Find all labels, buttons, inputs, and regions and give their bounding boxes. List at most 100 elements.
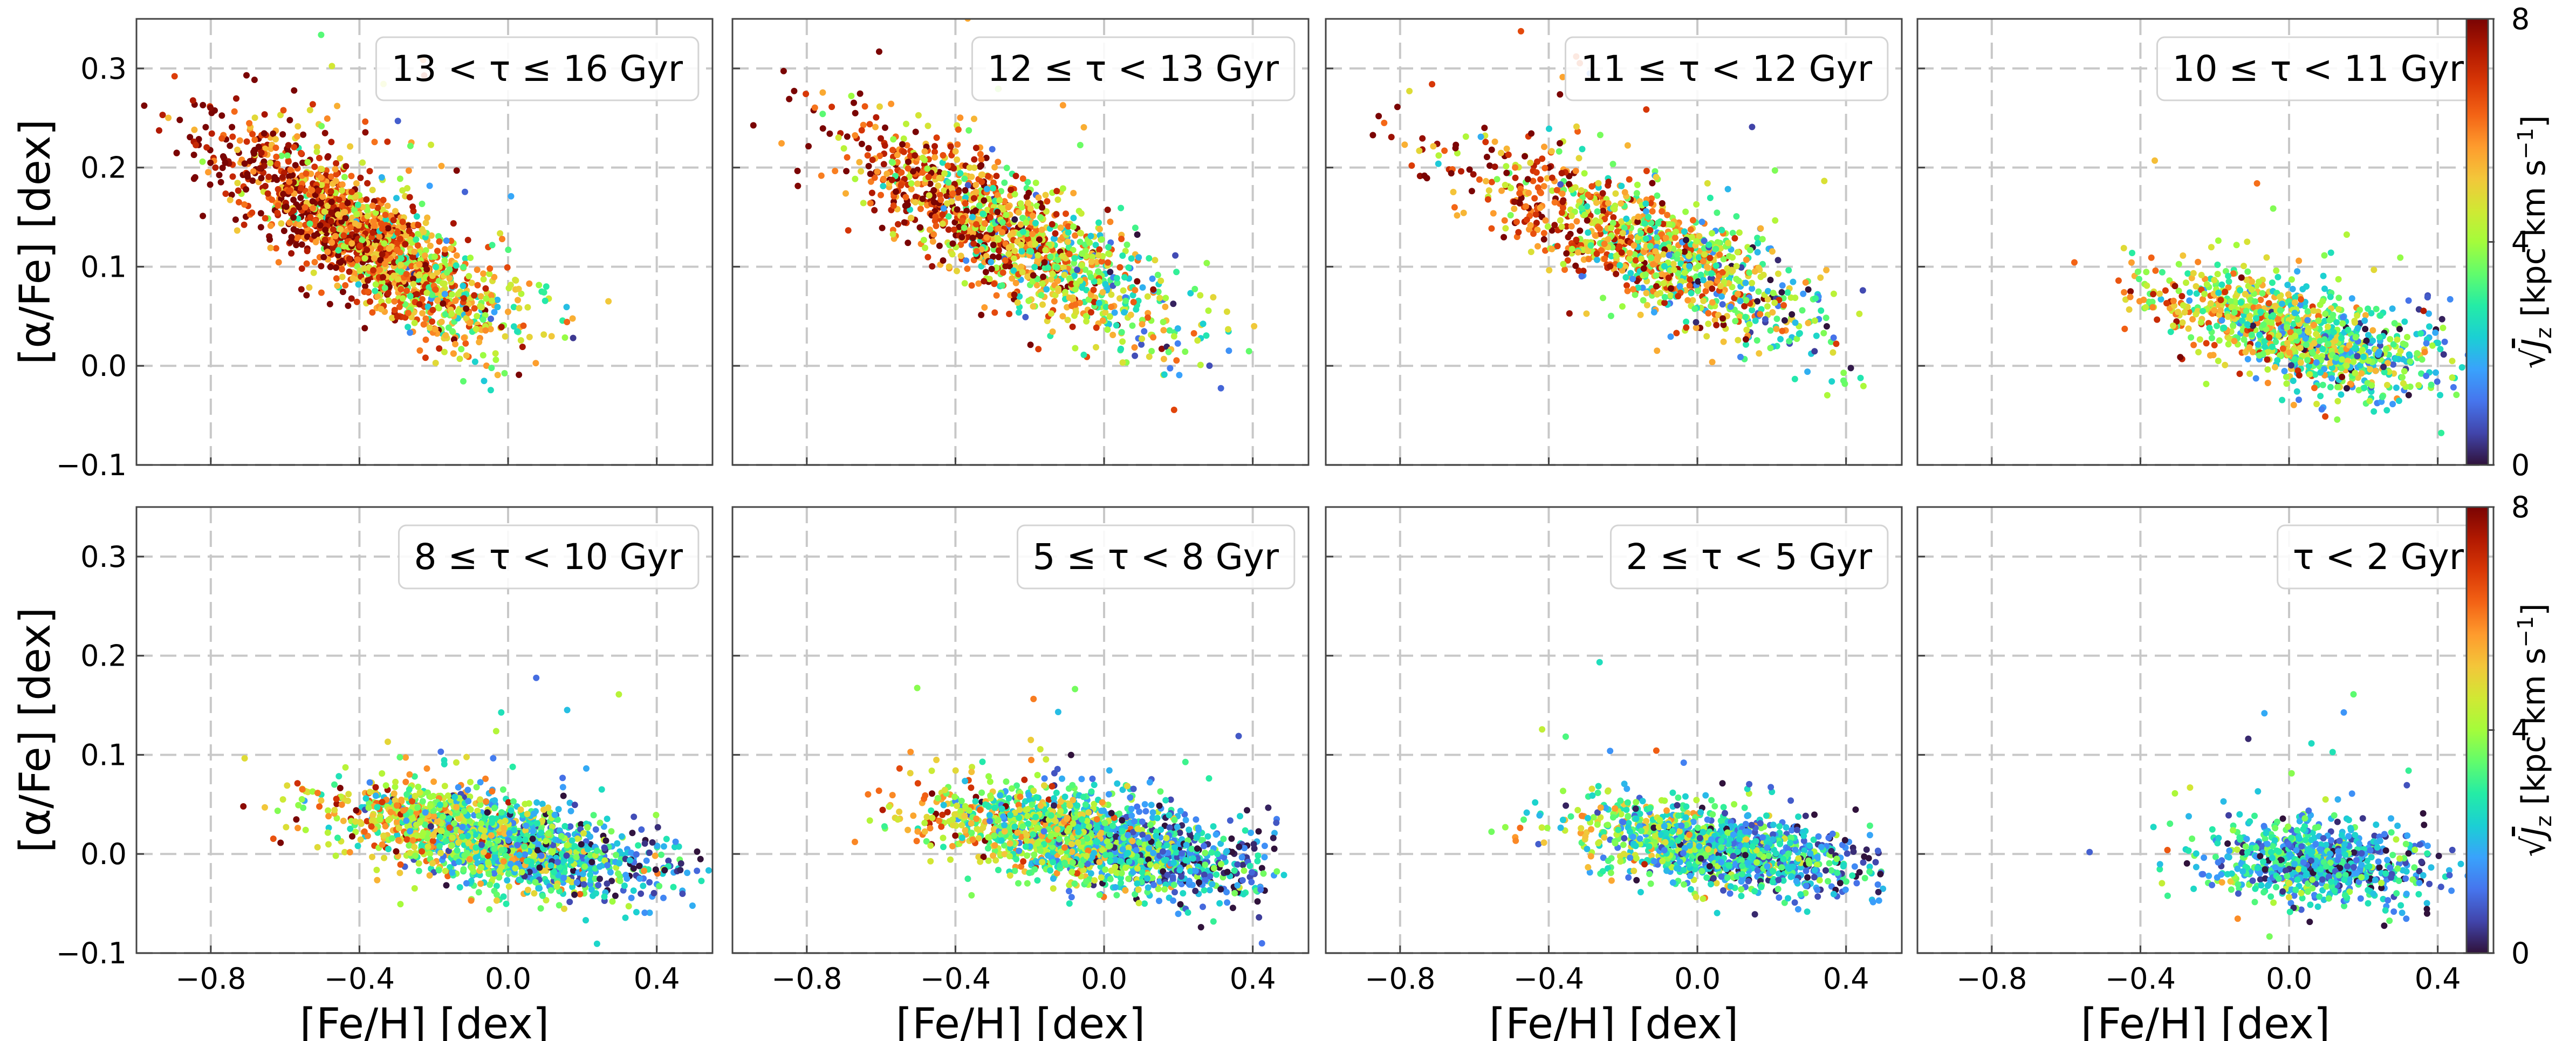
data-point: [2354, 312, 2361, 319]
data-point: [986, 226, 994, 233]
data-point: [1061, 271, 1068, 278]
panel-age-label: 12 ≤ τ < 13 Gyr: [987, 48, 1279, 90]
data-point: [1773, 325, 1780, 332]
data-point: [1638, 255, 1645, 262]
data-point: [914, 180, 921, 187]
data-point: [1127, 311, 1134, 318]
data-point: [187, 134, 194, 141]
data-point: [1757, 225, 1764, 232]
data-point: [303, 292, 310, 299]
data-point: [2183, 279, 2189, 286]
data-point: [2317, 393, 2324, 400]
data-point: [1780, 302, 1787, 309]
data-point: [1122, 297, 1129, 304]
data-point: [2252, 298, 2259, 305]
data-point: [1575, 155, 1582, 162]
data-point: [1749, 285, 1756, 292]
data-point: [222, 159, 229, 166]
data-point: [416, 301, 423, 308]
data-point: [963, 207, 970, 214]
data-point: [1619, 230, 1626, 237]
data-point: [867, 200, 874, 207]
data-point: [1683, 237, 1689, 243]
data-point: [990, 184, 997, 191]
data-point: [1077, 229, 1084, 236]
data-point: [1369, 132, 1376, 139]
data-point: [324, 202, 331, 209]
data-point: [379, 279, 386, 286]
data-point: [1746, 321, 1753, 328]
data-point: [1065, 223, 1072, 230]
data-point: [2227, 298, 2234, 305]
data-point: [488, 316, 494, 323]
data-point: [2193, 283, 2200, 290]
data-point: [876, 103, 883, 110]
data-point: [949, 240, 956, 247]
data-point: [958, 218, 965, 224]
data-point: [1742, 313, 1749, 320]
data-point: [1116, 295, 1123, 302]
data-point: [1735, 277, 1742, 284]
data-point: [1527, 159, 1534, 166]
data-point: [1118, 328, 1125, 335]
data-point: [858, 168, 865, 175]
data-point: [492, 350, 499, 357]
data-point: [1071, 255, 1078, 262]
data-point: [1082, 266, 1089, 273]
data-point: [394, 229, 401, 236]
data-point: [2359, 346, 2366, 353]
data-point: [1705, 241, 1712, 248]
data-point: [912, 193, 919, 200]
data-point: [481, 378, 488, 385]
data-point: [1713, 321, 1720, 328]
data-point: [480, 270, 487, 277]
data-point: [536, 282, 543, 289]
data-point: [438, 162, 445, 169]
data-point: [1718, 293, 1725, 300]
data-point: [1600, 295, 1606, 302]
data-point: [1394, 104, 1401, 111]
data-point: [1025, 297, 1032, 304]
data-point: [453, 167, 460, 174]
data-point: [866, 121, 873, 128]
data-point: [1470, 171, 1477, 178]
data-point: [880, 175, 887, 182]
data-point: [362, 129, 369, 136]
data-point: [328, 139, 335, 146]
data-point: [390, 272, 398, 279]
data-point: [945, 213, 952, 220]
data-point: [1742, 336, 1749, 343]
data-point: [2225, 278, 2232, 285]
data-point: [2381, 368, 2388, 375]
data-point: [1626, 255, 1633, 262]
data-point: [1160, 327, 1167, 334]
data-point: [1751, 268, 1758, 275]
data-point: [339, 187, 345, 194]
data-point: [2265, 300, 2272, 307]
data-point: [399, 295, 406, 302]
data-point: [1534, 243, 1541, 250]
data-point: [354, 201, 361, 208]
data-point: [852, 109, 859, 117]
data-point: [396, 175, 403, 182]
data-point: [1642, 271, 1649, 278]
data-point: [1546, 125, 1552, 132]
data-point: [1781, 317, 1788, 324]
data-point: [1170, 333, 1177, 340]
data-point: [2273, 267, 2280, 274]
data-point: [1511, 198, 1518, 206]
data-point: [1038, 292, 1045, 299]
data-point: [419, 310, 426, 317]
data-point: [1106, 313, 1113, 320]
data-point: [2290, 401, 2297, 408]
data-point: [1769, 248, 1776, 255]
data-point: [2369, 327, 2376, 334]
data-point: [2238, 317, 2245, 324]
data-point: [442, 246, 448, 253]
data-point: [2259, 290, 2266, 297]
data-point: [2203, 281, 2210, 288]
data-point: [2320, 272, 2327, 279]
data-point: [2148, 254, 2155, 261]
data-point: [962, 200, 969, 207]
